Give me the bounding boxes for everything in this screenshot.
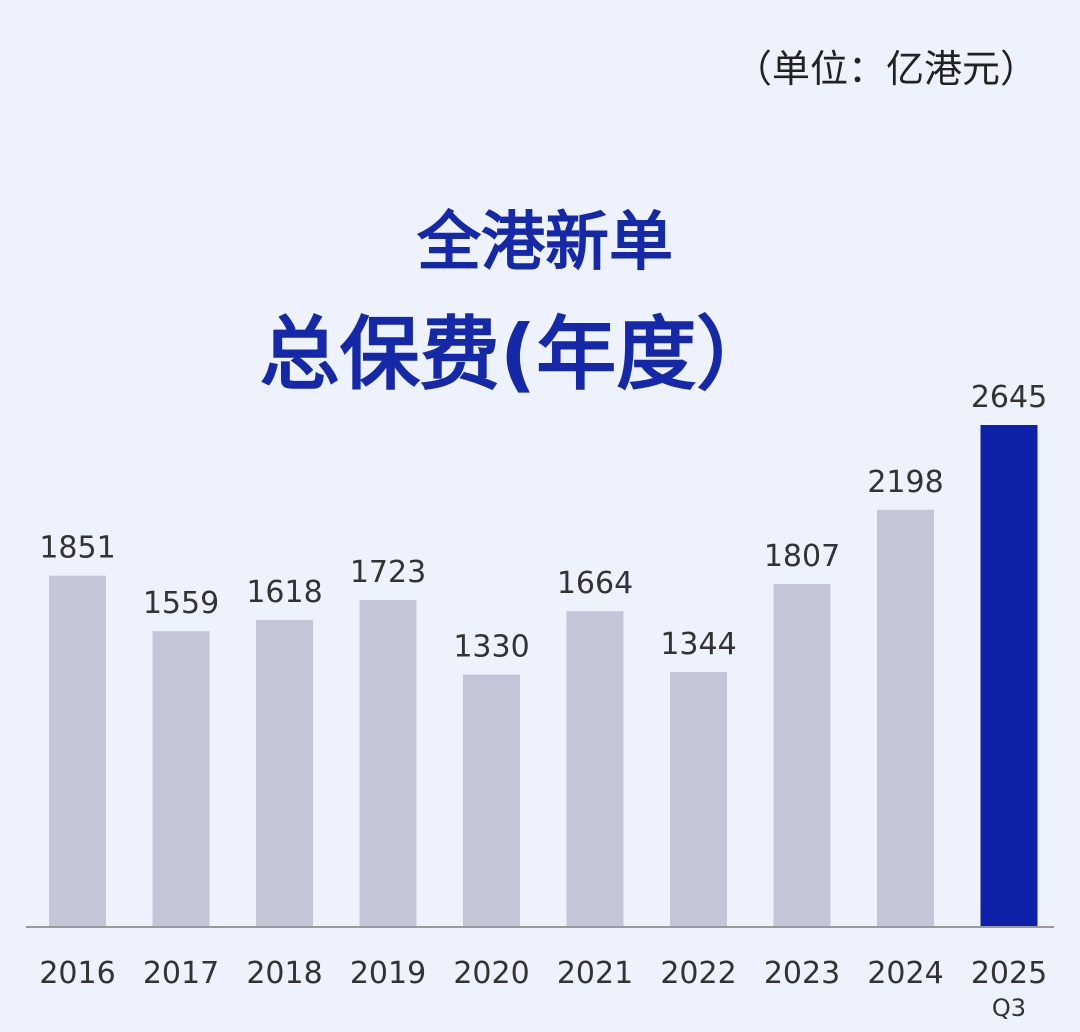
x-tick-label-2021: 2021 bbox=[557, 956, 633, 991]
bar-2022 bbox=[670, 671, 727, 927]
value-label-2025: 2645 bbox=[971, 380, 1047, 415]
bar-2017 bbox=[152, 631, 210, 927]
bar-2023 bbox=[773, 584, 831, 927]
unit-label: （单位：亿港元） bbox=[734, 47, 1038, 91]
value-label-2018: 1618 bbox=[246, 575, 322, 610]
value-label-2021: 1664 bbox=[557, 566, 633, 601]
x-tick-label-2020: 2020 bbox=[453, 956, 529, 991]
x-tick-label-2023: 2023 bbox=[764, 956, 840, 991]
value-label-2023: 1807 bbox=[764, 539, 840, 574]
bar-2018 bbox=[256, 619, 313, 927]
bars-group bbox=[49, 425, 1038, 927]
x-tick-sublabel-2025: Q3 bbox=[992, 994, 1026, 1022]
bar-2019 bbox=[359, 599, 417, 927]
chart-title-line-1: 全港新单 bbox=[416, 206, 673, 280]
x-tick-label-2022: 2022 bbox=[660, 956, 736, 991]
bar-2020 bbox=[463, 674, 520, 927]
value-label-2024: 2198 bbox=[867, 465, 943, 500]
value-label-2017: 1559 bbox=[143, 586, 219, 621]
value-labels-group: 1851 1559 1618 1723 1330 1664 1344 1807 2198 2645 bbox=[39, 380, 1047, 665]
x-tick-label-2018: 2018 bbox=[246, 956, 322, 991]
value-label-2020: 1330 bbox=[453, 630, 529, 665]
bar-2016 bbox=[49, 575, 106, 927]
value-label-2019: 1723 bbox=[350, 555, 426, 590]
bar-2024 bbox=[877, 509, 934, 927]
tick-labels-group: 2016 2017 2018 2019 2020 2021 2022 2023 2024 2025… bbox=[39, 956, 1047, 1022]
bar-2021 bbox=[566, 611, 624, 927]
value-label-2022: 1344 bbox=[660, 627, 736, 662]
x-tick-label-2019: 2019 bbox=[350, 956, 426, 991]
x-tick-label-2016: 2016 bbox=[39, 956, 115, 991]
bar-2025 bbox=[980, 425, 1038, 927]
x-tick-label-2024: 2024 bbox=[867, 956, 943, 991]
x-tick-label-2017: 2017 bbox=[143, 956, 219, 991]
chart-title-line-2: 总保费(年度） bbox=[260, 308, 777, 401]
value-label-2016: 1851 bbox=[39, 531, 115, 566]
x-tick-label-2025: 2025 bbox=[971, 956, 1047, 991]
